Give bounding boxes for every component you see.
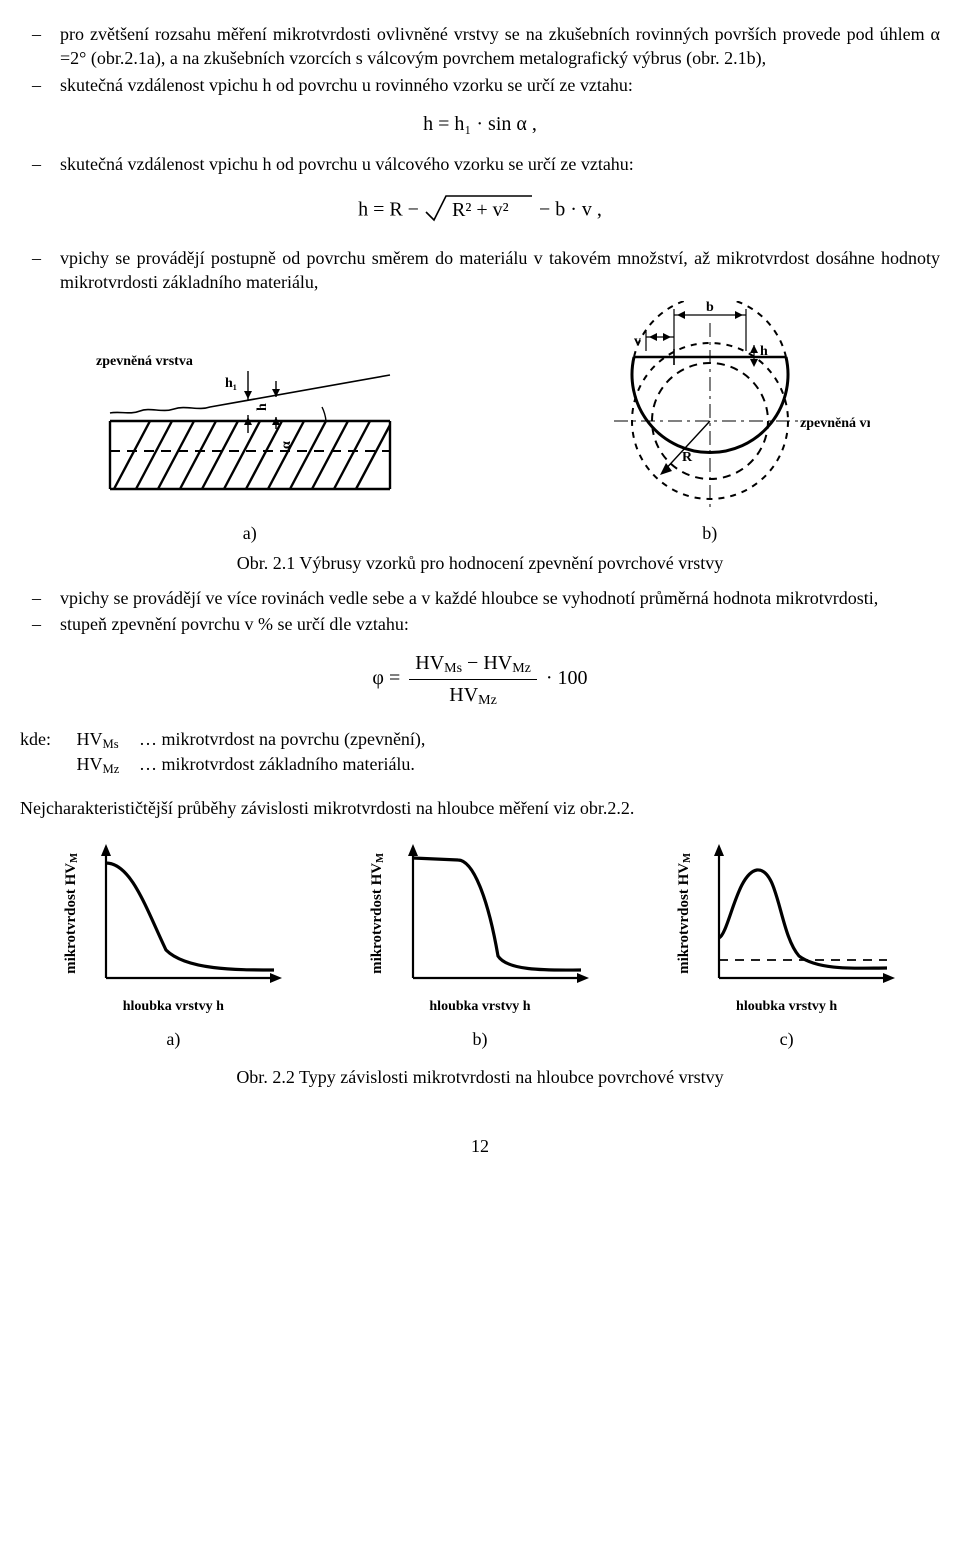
kde-l2a: HV: [77, 754, 103, 774]
equation-3: φ = HVMs − HVMz HVMz · 100: [20, 650, 940, 709]
chart-b-tag: b): [472, 1027, 487, 1051]
eq3-top-a: HV: [415, 652, 444, 674]
fig-b-tag: b): [702, 521, 717, 545]
bullet-list-top: pro zvětšení rozsahu měření mikrotvrdost…: [20, 22, 940, 97]
bullet-item: stupeň zpevnění povrchu v % se určí dle …: [20, 612, 940, 636]
ylabel-c: mikrotvrdost HVM: [674, 853, 695, 974]
xlabel-a: hloubka vrstvy h: [123, 998, 224, 1017]
bullet-item: vpichy se provádějí ve více rovinách ved…: [20, 586, 940, 610]
label-h: h: [255, 403, 270, 411]
label-R: R: [682, 450, 693, 465]
bullet-item: pro zvětšení rozsahu měření mikrotvrdost…: [20, 22, 940, 71]
eq3-bot: HV: [449, 684, 478, 706]
eq3-phi: φ =: [372, 667, 400, 689]
sqrt-icon: R² + v²: [424, 190, 534, 224]
chart-b-svg: [393, 838, 593, 988]
bullet-item: vpichy se provádějí postupně od povrchu …: [20, 246, 940, 295]
figure-2-1b-svg: b v h: [550, 301, 870, 511]
figure-2-1: zpevněná vrstva: [20, 301, 940, 517]
kde-block: kde: HVMs … mikrotvrdost na povrchu (zpe…: [20, 727, 940, 776]
eq3-top-b: HV: [483, 652, 512, 674]
chart-c-svg: [699, 838, 899, 988]
fig-a-tag: a): [243, 521, 257, 545]
kde-l2as: Mz: [103, 761, 120, 778]
kde-l1as: Ms: [103, 736, 119, 753]
ylabel-b: mikrotvrdost HVM: [367, 853, 388, 974]
eq3-top-bs: Mz: [512, 660, 531, 679]
equation-2: h = R − R² + v² − b · v ,: [20, 190, 940, 232]
label-zpevnena: zpevněná vrstva: [96, 354, 193, 369]
note-line: Nejcharakterističtější průběhy závislost…: [20, 796, 940, 820]
xlabel-c: hloubka vrstvy h: [736, 998, 837, 1017]
figure-2-1a-svg: zpevněná vrstva: [90, 321, 410, 511]
eq3-top-as: Ms: [444, 660, 462, 679]
bullet-list-mid1: skutečná vzdálenost vpichu h od povrchu …: [20, 152, 940, 176]
eq2-prefix: h = R −: [358, 199, 424, 221]
kde-label: kde:: [20, 727, 72, 751]
eq2-suffix: − b · v ,: [539, 199, 602, 221]
kde-l1b: … mikrotvrdost na povrchu (zpevnění),: [139, 729, 425, 749]
kde-l2b: … mikrotvrdost základního materiálu.: [139, 754, 415, 774]
xlabel-b: hloubka vrstvy h: [429, 998, 530, 1017]
figure-2-2: mikrotvrdost HVM hloubka vrstvy h a) mik…: [20, 838, 940, 1051]
label-h1: h₁: [225, 376, 237, 391]
page-number: 12: [20, 1134, 940, 1158]
bullet-list-bot: vpichy se provádějí ve více rovinách ved…: [20, 586, 940, 637]
chart-c-tag: c): [780, 1027, 794, 1051]
figure-2-1-caption: Obr. 2.1 Výbrusy vzorků pro hodnocení zp…: [20, 551, 940, 575]
label-alpha: α: [279, 441, 294, 449]
kde-l1a: HV: [77, 729, 103, 749]
equation-1: h = h₁ · sin α ,: [20, 111, 940, 138]
bullet-item: skutečná vzdálenost vpichu h od povrchu …: [20, 152, 940, 176]
ylabel-a: mikrotvrdost HVM: [61, 853, 82, 974]
bullet-item: skutečná vzdálenost vpichu h od povrchu …: [20, 73, 940, 97]
label-zpevnena-r: zpevněná vrstva: [800, 416, 870, 431]
eq2-inner: R² + v²: [452, 199, 509, 221]
figure-2-2-caption: Obr. 2.2 Typy závislosti mikrotvrdosti n…: [20, 1065, 940, 1089]
eq3-tail: · 100: [546, 667, 588, 689]
eq3-bots: Mz: [478, 692, 497, 711]
chart-a-tag: a): [166, 1027, 180, 1051]
label-b: b: [706, 301, 714, 315]
eq3-minus: −: [467, 652, 483, 674]
chart-a-svg: [86, 838, 286, 988]
bullet-list-mid2: vpichy se provádějí postupně od povrchu …: [20, 246, 940, 295]
